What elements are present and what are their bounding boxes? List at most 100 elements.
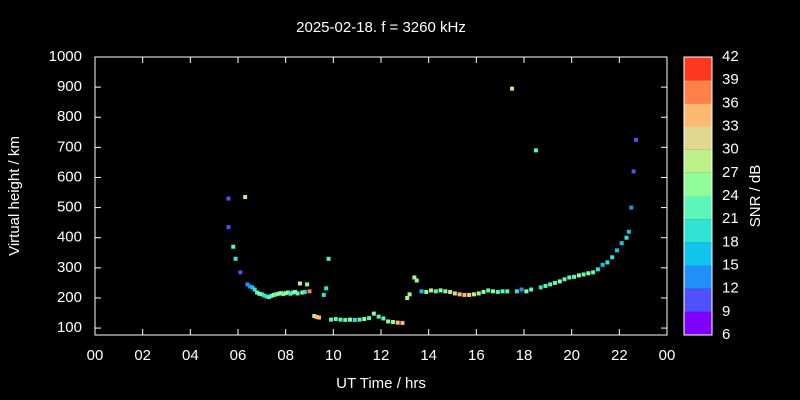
data-point [438, 288, 443, 293]
data-point [333, 317, 338, 322]
data-point [424, 289, 429, 294]
colorbar-tick-label: 42 [722, 48, 739, 65]
data-point [302, 289, 307, 294]
data-point [238, 270, 243, 275]
data-point [471, 292, 476, 297]
data-point [269, 293, 274, 298]
data-point [631, 169, 636, 174]
colorbar-tick-label: 15 [722, 256, 739, 273]
data-point [312, 314, 317, 319]
data-point [519, 287, 524, 292]
y-tick-label: 1000 [49, 48, 82, 65]
data-point [281, 292, 286, 297]
data-point [324, 286, 329, 291]
data-point [510, 86, 515, 91]
data-point [414, 278, 419, 283]
data-point [307, 289, 312, 294]
data-point [288, 291, 293, 296]
colorbar-block [684, 288, 712, 312]
data-point [226, 196, 231, 201]
data-point [376, 314, 381, 319]
data-point [343, 317, 348, 322]
data-point [271, 292, 276, 297]
plot-frame [94, 56, 668, 336]
data-point [610, 255, 615, 260]
data-point [257, 291, 262, 296]
x-tick-label: 14 [420, 347, 437, 364]
data-point [371, 311, 376, 316]
y-tick-label: 600 [57, 168, 82, 185]
data-point [543, 283, 548, 288]
y-axis-label: Virtual height / km [6, 136, 23, 256]
data-point [443, 289, 448, 294]
data-point [297, 281, 302, 286]
colorbar-block [684, 126, 712, 150]
y-tick-label: 500 [57, 199, 82, 216]
data-point [448, 289, 453, 294]
colorbar-block [684, 80, 712, 104]
data-point [419, 289, 424, 294]
x-tick-label: 18 [516, 347, 533, 364]
data-point [481, 289, 486, 294]
data-point [407, 292, 412, 297]
data-point [321, 292, 326, 297]
colorbar-block [684, 149, 712, 173]
data-point [400, 320, 405, 325]
x-axis-label: UT Time / hrs [336, 375, 426, 392]
data-point [314, 314, 319, 319]
colorbar-tick-label: 30 [722, 141, 739, 158]
data-point [557, 279, 562, 284]
data-point [538, 285, 543, 290]
x-tick-label: 08 [277, 347, 294, 364]
colorbar-tick-label: 24 [722, 187, 739, 204]
chart-title: 2025-02-18. f = 3260 kHz [296, 19, 466, 36]
colorbar-block [684, 57, 712, 81]
data-point [495, 289, 500, 294]
y-tick-label: 800 [57, 108, 82, 125]
colorbar-block [684, 172, 712, 196]
data-point [505, 289, 510, 294]
data-point [290, 290, 295, 295]
data-point [259, 292, 264, 297]
data-point [362, 317, 367, 322]
data-point [262, 293, 267, 298]
data-point [283, 291, 288, 296]
x-tick-label: 02 [134, 347, 151, 364]
colorbar-block [684, 311, 712, 335]
data-point [614, 248, 619, 253]
data-point [457, 292, 462, 297]
data-point [300, 290, 305, 295]
y-tick-label: 400 [57, 229, 82, 246]
data-point [619, 241, 624, 246]
data-point [548, 282, 553, 287]
colorbar-block [684, 103, 712, 127]
data-point [591, 270, 596, 275]
x-tick-label: 20 [563, 347, 580, 364]
colorbar-block [684, 196, 712, 220]
colorbar-tick-label: 39 [722, 71, 739, 88]
data-point [629, 205, 634, 210]
data-point [595, 267, 600, 272]
data-point [352, 317, 357, 322]
colorbar-label: SNR / dB [747, 165, 764, 228]
x-tick-label: 16 [468, 347, 485, 364]
data-point [250, 285, 255, 290]
colorbar-tick-label: 27 [722, 164, 739, 181]
y-tick-label: 100 [57, 319, 82, 336]
colorbar-block [684, 219, 712, 243]
colorbar-tick-label: 21 [722, 210, 739, 227]
colorbar-frame [683, 56, 713, 336]
data-point [247, 284, 252, 289]
data-point [624, 235, 629, 240]
data-point [524, 289, 529, 294]
data-point [266, 295, 271, 300]
colorbar-block [684, 265, 712, 289]
y-tick-label: 200 [57, 289, 82, 306]
colorbar-tick-label: 9 [722, 303, 730, 320]
data-point [452, 291, 457, 296]
data-point [264, 294, 269, 299]
data-point [305, 282, 310, 287]
x-tick-label: 12 [373, 347, 390, 364]
